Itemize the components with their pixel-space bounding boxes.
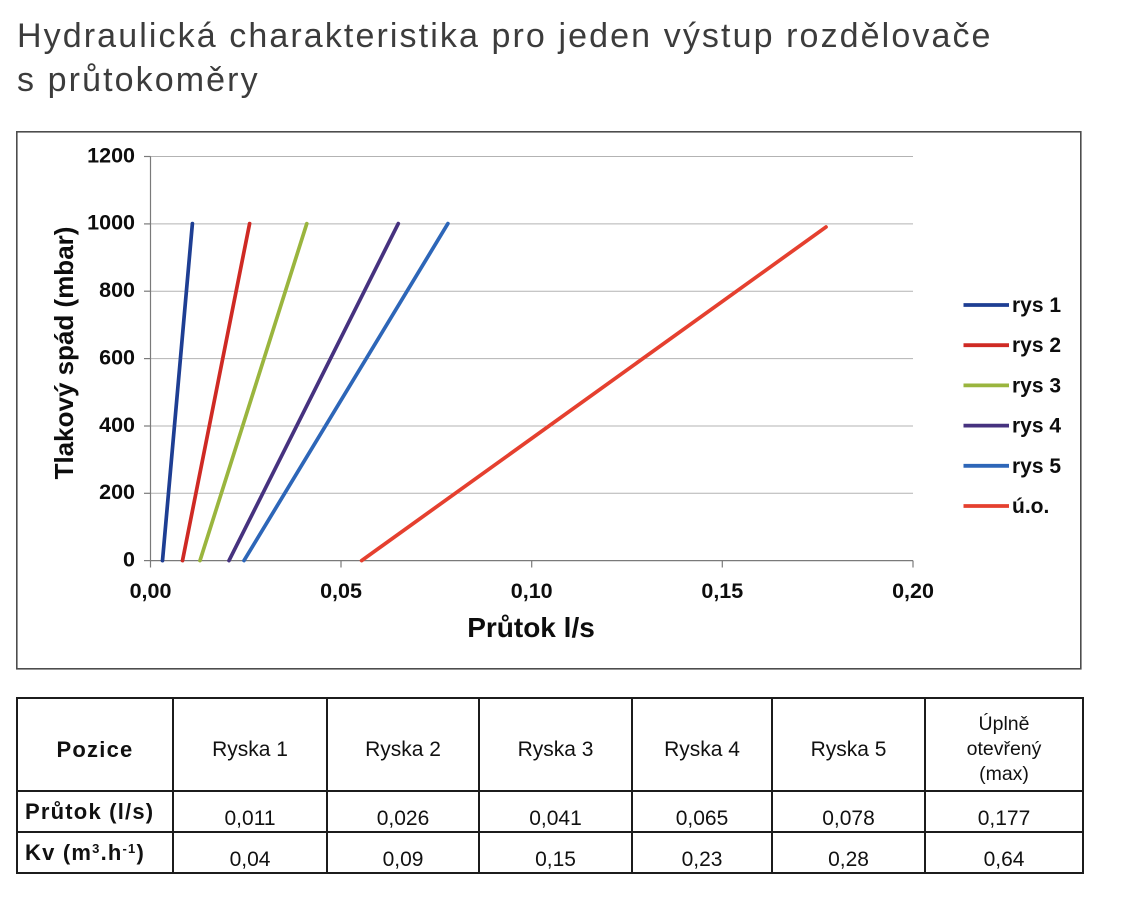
svg-text:rys 1: rys 1	[1012, 294, 1061, 317]
svg-text:0,00: 0,00	[130, 579, 172, 603]
svg-text:600: 600	[99, 345, 135, 369]
svg-text:0: 0	[123, 547, 135, 571]
svg-text:rys 4: rys 4	[1012, 415, 1061, 438]
svg-text:800: 800	[99, 278, 135, 302]
svg-text:rys 2: rys 2	[1012, 334, 1061, 357]
svg-text:0,15: 0,15	[701, 579, 743, 603]
svg-text:1200: 1200	[87, 143, 135, 167]
svg-text:400: 400	[99, 413, 135, 437]
svg-text:0,20: 0,20	[892, 579, 934, 603]
svg-text:0,05: 0,05	[320, 579, 362, 603]
svg-text:1000: 1000	[87, 211, 135, 235]
svg-text:Tlakový spád (mbar): Tlakový spád (mbar)	[49, 227, 79, 480]
svg-text:rys 5: rys 5	[1012, 455, 1061, 478]
svg-text:Průtok l/s: Průtok l/s	[467, 612, 595, 643]
svg-text:0,10: 0,10	[511, 579, 553, 603]
svg-text:rys 3: rys 3	[1012, 374, 1061, 397]
svg-text:200: 200	[99, 480, 135, 504]
svg-text:ú.o.: ú.o.	[1012, 495, 1049, 518]
